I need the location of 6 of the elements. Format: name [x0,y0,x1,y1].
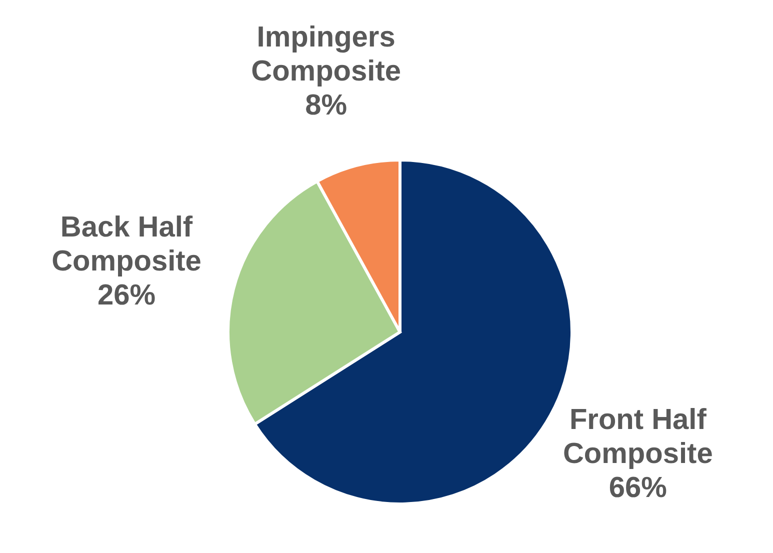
data-label: 66% [608,472,668,504]
data-label: 8% [305,89,348,122]
slice-label: Front Half Composite [562,404,713,470]
slice-label: Impingers Composite [251,21,401,88]
slice-label: Back Half Composite [52,211,202,278]
data-label: 26% [97,279,156,312]
